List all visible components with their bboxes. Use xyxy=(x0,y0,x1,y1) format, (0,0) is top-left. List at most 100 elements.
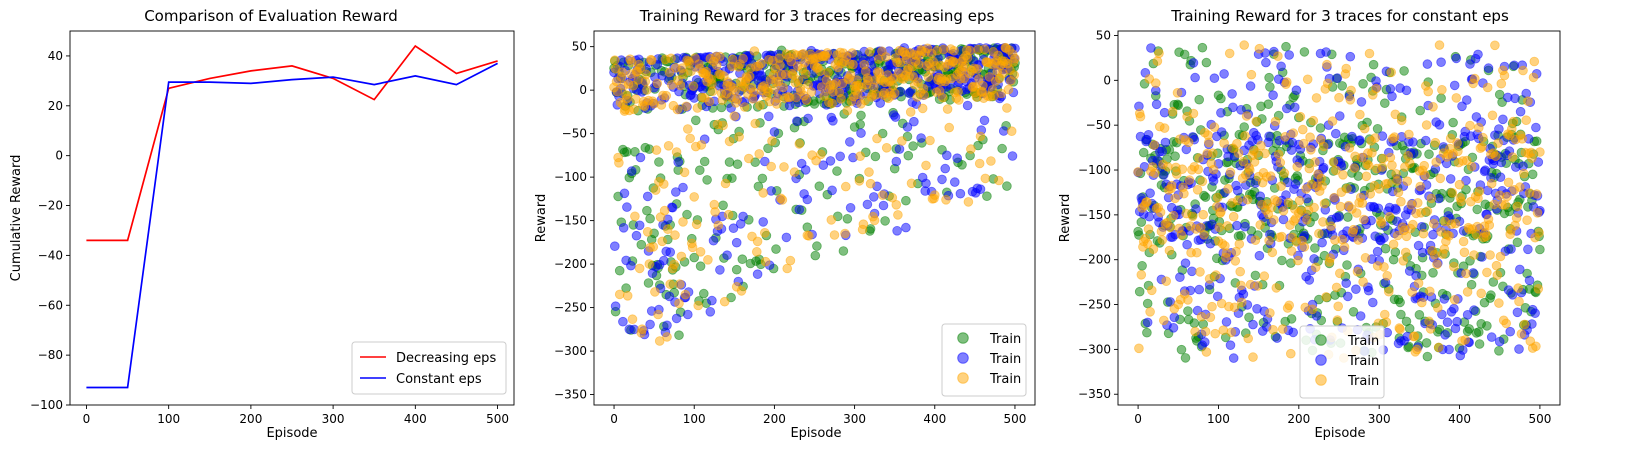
scatter-point xyxy=(617,67,627,77)
scatter-point xyxy=(1278,206,1289,216)
scatter-point xyxy=(1452,138,1462,148)
scatter-point xyxy=(1006,126,1017,136)
scatter-point xyxy=(941,195,951,205)
scatter-point xyxy=(913,59,924,70)
scatter-point xyxy=(1466,161,1477,172)
series-line-decreasing-eps xyxy=(86,44,498,242)
scatter-point xyxy=(626,166,637,176)
scatter-point xyxy=(1161,276,1171,287)
scatter-point xyxy=(1273,51,1283,61)
scatter-point xyxy=(1147,285,1157,296)
scatter-point xyxy=(652,78,663,89)
scatter-point xyxy=(1172,88,1183,98)
scatter-point xyxy=(1359,214,1369,225)
scatter-point xyxy=(1473,49,1483,60)
scatter-point xyxy=(1010,53,1020,64)
scatter-point xyxy=(864,47,875,57)
scatter-point xyxy=(723,209,734,220)
scatter-point xyxy=(1423,86,1433,97)
scatter-point xyxy=(800,165,811,175)
scatter-point xyxy=(1346,85,1356,96)
scatter-point xyxy=(753,181,764,192)
y-tick-label: −150 xyxy=(1078,208,1111,222)
scatter-point xyxy=(767,136,777,146)
scatter-point xyxy=(1432,259,1442,270)
scatter-point xyxy=(743,153,754,164)
scatter-point xyxy=(612,86,623,97)
scatter-point xyxy=(1208,164,1219,175)
scatter-point xyxy=(1531,341,1541,352)
scatter-point xyxy=(1392,176,1402,186)
scatter-point xyxy=(1517,134,1527,144)
scatter-point xyxy=(1483,63,1494,73)
scatter-point xyxy=(757,173,768,184)
scatter-point xyxy=(1422,351,1433,362)
scatter-point xyxy=(1391,205,1401,215)
scatter-point xyxy=(1254,250,1265,261)
scatter-point xyxy=(650,185,661,195)
scatter-point xyxy=(689,192,699,202)
scatter-point xyxy=(890,112,901,122)
scatter-point xyxy=(1214,222,1225,233)
scatter-point xyxy=(1430,137,1441,148)
scatter-point xyxy=(687,242,698,253)
scatter-point xyxy=(1487,110,1498,121)
scatter-point xyxy=(997,143,1007,154)
scatter-point xyxy=(1341,63,1351,74)
y-tick-label: 50 xyxy=(572,40,587,54)
scatter-point xyxy=(710,207,720,217)
scatter-point xyxy=(822,48,833,58)
scatter-point xyxy=(789,167,800,177)
scatter-point xyxy=(1187,211,1198,222)
scatter-point xyxy=(1379,262,1389,272)
scatter-point xyxy=(1495,251,1506,262)
scatter-point xyxy=(801,95,812,105)
scatter-point xyxy=(1212,291,1223,302)
scatter-point xyxy=(724,157,735,167)
scatter-point xyxy=(763,111,774,122)
scatter-point xyxy=(1395,324,1405,335)
scatter-point xyxy=(1450,218,1461,229)
y-tick-label: −350 xyxy=(1078,387,1111,401)
scatter-point xyxy=(1314,228,1324,239)
scatter-point xyxy=(663,141,674,151)
scatter-point xyxy=(1515,182,1525,192)
x-tick-label: 400 xyxy=(923,412,946,426)
scatter-point xyxy=(1356,97,1367,107)
scatter-point xyxy=(1151,99,1162,110)
scatter-point xyxy=(1510,93,1520,104)
scatter-point xyxy=(728,223,739,234)
scatter-point xyxy=(1239,40,1249,50)
scatter-point xyxy=(648,242,659,252)
scatter-point xyxy=(1476,288,1486,299)
scatter-point xyxy=(1157,146,1167,157)
scatter-point xyxy=(1216,93,1226,104)
scatter-point xyxy=(1277,231,1287,242)
scatter-point xyxy=(1440,329,1450,340)
scatter-point xyxy=(1183,137,1194,148)
scatter-point xyxy=(1253,281,1263,291)
scatter-point xyxy=(921,160,931,171)
scatter-point xyxy=(1521,88,1531,99)
scatter-point xyxy=(840,228,850,239)
scatter-point xyxy=(737,254,748,265)
scatter-point xyxy=(781,232,792,243)
scatter-point xyxy=(1413,278,1424,289)
scatter-point xyxy=(1490,40,1500,51)
scatter-point xyxy=(1363,285,1374,296)
scatter-point xyxy=(1160,137,1171,148)
scatter-point xyxy=(1357,198,1368,208)
scatter-point xyxy=(1458,236,1469,247)
scatter-point xyxy=(1528,72,1539,83)
scatter-point xyxy=(769,127,780,137)
scatter-point xyxy=(1133,167,1143,177)
scatter-point xyxy=(676,251,687,262)
y-tick-label: 40 xyxy=(48,49,63,63)
scatter-point xyxy=(1335,268,1345,279)
scatter-point xyxy=(1137,260,1147,271)
scatter-point xyxy=(1374,184,1384,194)
scatter-point xyxy=(708,235,719,246)
scatter-point xyxy=(1521,115,1531,125)
scatter-point xyxy=(1168,210,1179,221)
scatter-point xyxy=(865,178,876,189)
